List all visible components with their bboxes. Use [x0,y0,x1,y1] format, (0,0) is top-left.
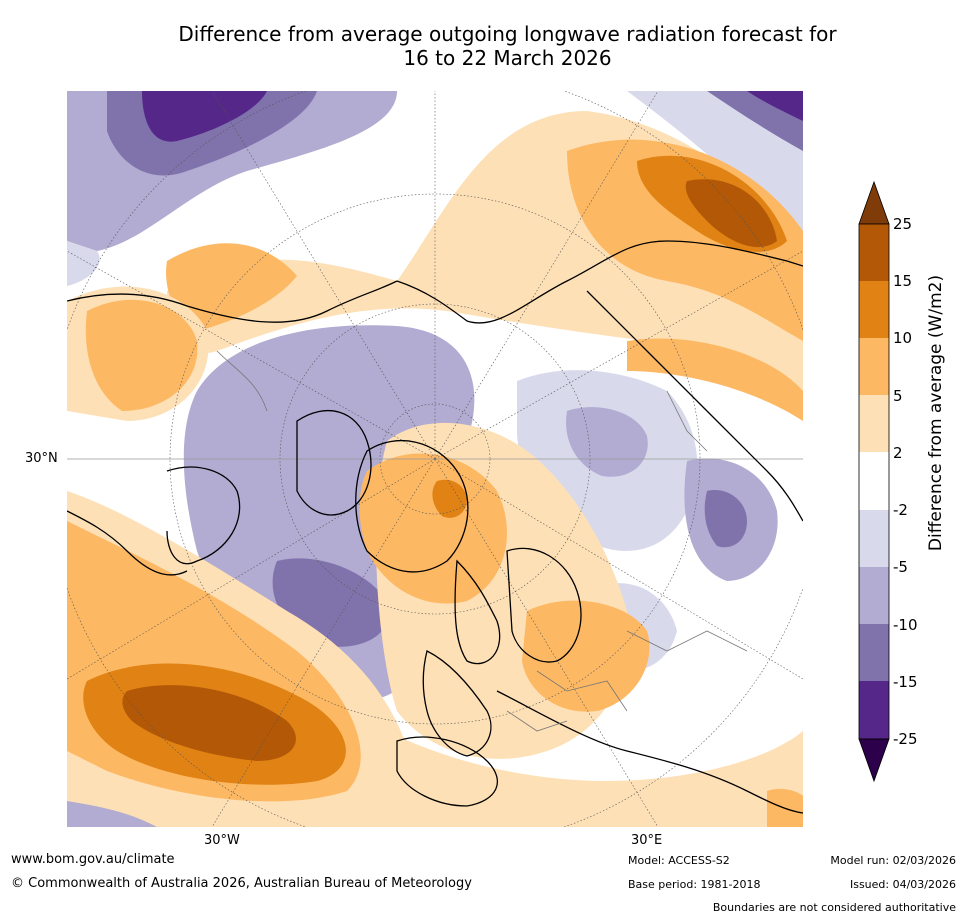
chart-title: Difference from average outgoing longwav… [60,22,955,70]
anomaly-purple-nw-dark [142,91,267,142]
colorbar-bin-neg15-neg25 [859,681,889,739]
anomaly-orange-ne-band-2 [627,338,803,421]
colorbar-bin-neutral [859,452,889,510]
colorbar-tick-2: 2 [893,444,903,462]
footer-url[interactable]: www.bom.gov.au/climate [11,852,175,867]
map-svg [67,91,803,827]
anomaly-purple-asia-east-dark [704,490,747,548]
colorbar-tick-10: 10 [893,329,913,347]
anomaly-orange-greenland [359,453,507,604]
title-line-2: 16 to 22 March 2026 [403,46,612,70]
colorbar-bin-neg2-neg5 [859,510,889,567]
colorbar-tick-neg5: -5 [893,558,908,576]
colorbar-extend-top [858,180,890,225]
lon-label-30e: 30°E [631,833,663,848]
anomaly-orange-ne-15 [685,179,777,248]
colorbar-bin-2-5 [859,395,889,452]
title-line-1: Difference from average outgoing longwav… [178,22,837,46]
colorbar-extend-bottom [858,738,890,783]
colorbar-tick-neg25: -25 [893,730,918,748]
borders [216,350,748,732]
anomaly-purple-nw-light [67,241,100,286]
footer-model: Model: ACCESS-S2 [628,854,730,867]
anomaly-orange-europe-east [522,600,650,712]
colorbar-bin-neg5-neg10 [859,567,889,624]
colorbar-tick-neg2: -2 [893,501,908,519]
polar-map [67,91,803,827]
anomaly-orange-south [387,731,803,827]
anomaly-orange-greenland-dark [432,479,467,518]
footer-model-run: Model run: 02/03/2026 [830,854,956,867]
footer-base-period: Base period: 1981-2018 [628,878,761,891]
footer-issued: Issued: 04/03/2026 [849,878,956,891]
anomaly-purple-ne-dark [747,91,803,121]
colorbar-outline [858,223,890,740]
colorbar-bin-5-10 [859,338,889,395]
anomaly-purple-sw-corner [67,801,157,827]
colorbar-bin-15-25 [859,224,889,281]
colorbar-title: Difference from average (W/m2) [926,274,946,552]
colorbar-tick-25: 25 [893,215,913,233]
colorbar-tick-neg10: -10 [893,616,918,634]
lat-label-30n: 30°N [25,451,58,466]
lon-label-30w: 30°W [204,833,240,848]
anomaly-orange-west [85,299,198,411]
colorbar-tick-15: 15 [893,272,913,290]
colorbar-tick-5: 5 [893,387,903,405]
coastlines [67,240,803,814]
footer-copyright: © Commonwealth of Australia 2026, Austra… [11,876,472,891]
colorbar [858,180,890,783]
colorbar-bin-10-15 [859,281,889,338]
colorbar-tick-neg15: -15 [893,673,918,691]
footer-disclaimer: Boundaries are not considered authoritat… [712,901,956,914]
colorbar-bin-neg10-neg15 [859,624,889,681]
anomaly-orange-sw-15 [122,685,296,761]
anomaly-purple-ne [627,91,803,261]
